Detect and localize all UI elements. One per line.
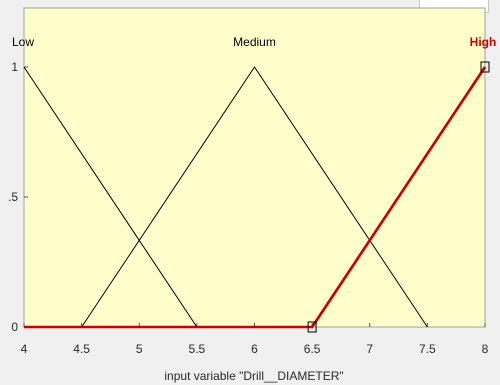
x-tick-label: 5 [136, 342, 143, 356]
mf-lines[interactable] [23, 61, 490, 333]
x-tick-label: 4.5 [73, 342, 90, 356]
x-axis-title: input variable "Drill__DIAMETER" [164, 369, 343, 383]
mf-handle[interactable] [307, 321, 317, 333]
mf-label-high[interactable]: High [470, 35, 497, 49]
mf-line-low[interactable] [23, 66, 198, 328]
mf-handle[interactable] [480, 61, 490, 73]
x-tick-label: 7.5 [419, 342, 436, 356]
plot-area[interactable] [23, 7, 486, 328]
x-tick-label: 7 [366, 342, 373, 356]
y-tick-label: .5 [8, 190, 18, 204]
y-tick-label: 1 [11, 60, 18, 74]
mf-label-low[interactable]: Low [12, 35, 34, 49]
tick-labels: 4 4.5 5 5.5 6 6.5 7 7.5 8 0 .5 1 [8, 60, 489, 356]
x-tick-label: 6 [251, 342, 258, 356]
mf-label-medium[interactable]: Medium [233, 35, 276, 49]
selected-mf-line[interactable] [24, 66, 487, 329]
x-tick-label: 8 [482, 342, 489, 356]
y-tick-label: 0 [11, 320, 18, 334]
x-tick-label: 4 [21, 342, 28, 356]
x-tick-label: 5.5 [189, 342, 206, 356]
x-tick-label: 6.5 [304, 342, 321, 356]
mf-labels: Low Medium High [12, 35, 496, 49]
